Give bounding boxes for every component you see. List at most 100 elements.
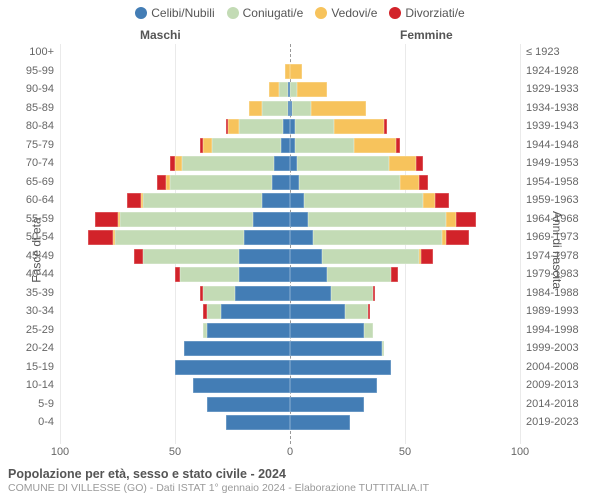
bar-female <box>290 193 449 208</box>
seg-celibi <box>274 156 290 171</box>
seg-coniugati <box>180 267 240 282</box>
x-tick: 100 <box>511 446 529 458</box>
seg-divorziati <box>368 304 370 319</box>
seg-celibi <box>290 249 322 264</box>
birth-label: 1964-1968 <box>526 211 588 228</box>
seg-vedovi <box>249 101 263 116</box>
bar-female <box>290 267 398 282</box>
seg-celibi <box>226 415 290 430</box>
age-row: 30-341989-1993 <box>60 303 520 320</box>
seg-vedovi <box>354 138 395 153</box>
seg-vedovi <box>297 82 327 97</box>
seg-coniugati <box>207 304 221 319</box>
seg-celibi <box>253 212 290 227</box>
bar-female <box>290 64 302 79</box>
age-label: 65-69 <box>8 174 54 191</box>
age-label: 50-54 <box>8 229 54 246</box>
age-row: 75-791944-1948 <box>60 137 520 154</box>
seg-celibi <box>290 193 304 208</box>
age-row: 5-92014-2018 <box>60 396 520 413</box>
bar-female <box>290 82 327 97</box>
seg-coniugati <box>299 175 400 190</box>
age-row: 100+≤ 1923 <box>60 44 520 61</box>
birth-label: 1954-1958 <box>526 174 588 191</box>
seg-celibi <box>175 360 290 375</box>
seg-celibi <box>193 378 290 393</box>
birth-label: 1944-1948 <box>526 137 588 154</box>
chart-container: Celibi/NubiliConiugati/eVedovi/eDivorzia… <box>0 0 600 500</box>
birth-label: 1974-1978 <box>526 248 588 265</box>
legend-swatch <box>389 7 401 19</box>
seg-coniugati <box>345 304 368 319</box>
legend-label: Coniugati/e <box>243 6 304 20</box>
age-label: 35-39 <box>8 285 54 302</box>
birth-label: 1994-1998 <box>526 322 588 339</box>
seg-celibi <box>184 341 290 356</box>
seg-celibi <box>207 397 290 412</box>
legend-item: Divorziati/e <box>389 6 464 20</box>
age-label: 45-49 <box>8 248 54 265</box>
bar-female <box>290 101 366 116</box>
legend-swatch <box>315 7 327 19</box>
bar-female <box>290 119 387 134</box>
bar-female <box>290 156 423 171</box>
bar-female <box>290 397 364 412</box>
age-label: 10-14 <box>8 377 54 394</box>
seg-coniugati <box>182 156 274 171</box>
birth-label: 2004-2008 <box>526 359 588 376</box>
birth-label: 1929-1933 <box>526 81 588 98</box>
seg-coniugati <box>304 193 424 208</box>
birth-label: 1989-1993 <box>526 303 588 320</box>
seg-coniugati <box>212 138 281 153</box>
age-label: 5-9 <box>8 396 54 413</box>
seg-celibi <box>239 267 290 282</box>
age-label: 30-34 <box>8 303 54 320</box>
seg-coniugati <box>239 119 283 134</box>
legend-swatch <box>135 7 147 19</box>
bar-female <box>290 360 391 375</box>
legend-item: Celibi/Nubili <box>135 6 214 20</box>
seg-divorziati <box>134 249 143 264</box>
seg-celibi <box>272 175 290 190</box>
seg-divorziati <box>384 119 386 134</box>
x-axis: 10050050100 <box>60 446 520 462</box>
birth-label: 1934-1938 <box>526 100 588 117</box>
age-label: 40-44 <box>8 266 54 283</box>
legend-label: Divorziati/e <box>405 6 464 20</box>
bar-male <box>193 378 290 393</box>
seg-divorziati <box>446 230 469 245</box>
age-row: 35-391984-1988 <box>60 285 520 302</box>
age-label: 60-64 <box>8 192 54 209</box>
seg-celibi <box>262 193 290 208</box>
seg-coniugati <box>143 193 263 208</box>
bar-male <box>175 360 290 375</box>
bar-female <box>290 323 373 338</box>
bar-male <box>184 341 290 356</box>
seg-coniugati <box>170 175 271 190</box>
bar-male <box>207 397 290 412</box>
bar-male <box>127 193 290 208</box>
age-label: 55-59 <box>8 211 54 228</box>
age-row: 85-891934-1938 <box>60 100 520 117</box>
seg-coniugati <box>308 212 446 227</box>
seg-divorziati <box>95 212 118 227</box>
seg-vedovi <box>228 119 240 134</box>
seg-celibi <box>290 230 313 245</box>
birth-label: 1999-2003 <box>526 340 588 357</box>
birth-label: 2014-2018 <box>526 396 588 413</box>
age-label: 20-24 <box>8 340 54 357</box>
seg-coniugati <box>143 249 240 264</box>
legend: Celibi/NubiliConiugati/eVedovi/eDivorzia… <box>0 6 600 20</box>
age-label: 100+ <box>8 44 54 61</box>
seg-vedovi <box>311 101 366 116</box>
birth-label: 2019-2023 <box>526 414 588 431</box>
seg-coniugati <box>322 249 419 264</box>
seg-divorziati <box>416 156 423 171</box>
seg-celibi <box>290 378 377 393</box>
x-tick: 50 <box>169 446 181 458</box>
seg-vedovi <box>334 119 385 134</box>
grid-line <box>520 44 521 444</box>
seg-vedovi <box>446 212 455 227</box>
age-row: 25-291994-1998 <box>60 322 520 339</box>
seg-celibi <box>239 249 290 264</box>
